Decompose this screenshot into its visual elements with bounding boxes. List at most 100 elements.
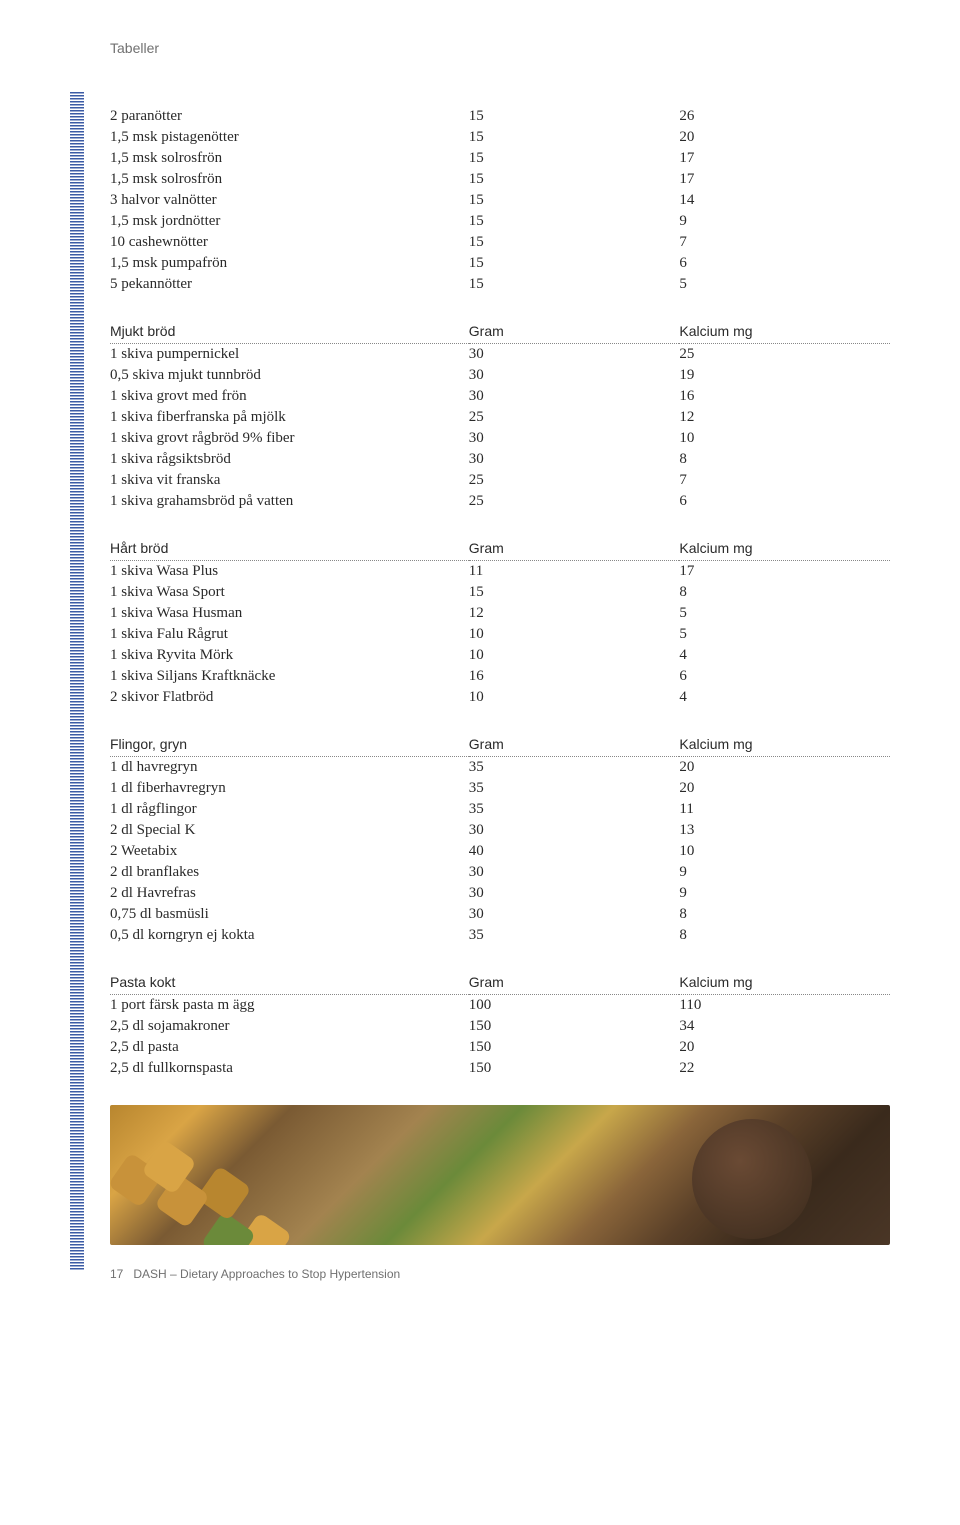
col-header-name: Flingor, gryn: [110, 734, 469, 757]
table-row: 2 Weetabix 40 10: [110, 841, 890, 862]
cell-name: 1 skiva grovt rågbröd 9% fiber: [110, 428, 469, 449]
cell-kalcium: 5: [679, 603, 890, 624]
cell-name: 2 dl Havrefras: [110, 883, 469, 904]
col-header-kalcium: Kalcium mg: [679, 734, 890, 757]
cell-name: 2 Weetabix: [110, 841, 469, 862]
cell-kalcium: 8: [679, 449, 890, 470]
col-header-name: Mjukt bröd: [110, 321, 469, 344]
cell-name: 0,5 skiva mjukt tunnbröd: [110, 365, 469, 386]
col-header-kalcium: Kalcium mg: [679, 321, 890, 344]
col-header-gram: Gram: [469, 538, 680, 561]
cell-kalcium: 8: [679, 582, 890, 603]
table-hardbread: Hårt bröd Gram Kalcium mg 1 skiva Wasa P…: [110, 538, 890, 708]
cell-gram: 30: [469, 344, 680, 366]
cell-name: 0,75 dl basmüsli: [110, 904, 469, 925]
table-row: 1 skiva fiberfranska på mjölk 25 12: [110, 407, 890, 428]
cell-gram: 15: [469, 148, 680, 169]
cell-gram: 15: [469, 211, 680, 232]
cell-name: 1 skiva grovt med frön: [110, 386, 469, 407]
table-row: 0,5 dl korngryn ej kokta 35 8: [110, 925, 890, 946]
cell-kalcium: 20: [679, 778, 890, 799]
table-row: 2,5 dl pasta 150 20: [110, 1037, 890, 1058]
table-row: 1 skiva Siljans Kraftknäcke 16 6: [110, 666, 890, 687]
cell-kalcium: 17: [679, 148, 890, 169]
cell-gram: 15: [469, 106, 680, 127]
cell-kalcium: 6: [679, 491, 890, 512]
table-row: 1 skiva pumpernickel 30 25: [110, 344, 890, 366]
cell-kalcium: 11: [679, 799, 890, 820]
cell-name: 1 skiva pumpernickel: [110, 344, 469, 366]
table-row: 1 skiva rågsiktsbröd 30 8: [110, 449, 890, 470]
cell-name: 1 dl rågflingor: [110, 799, 469, 820]
cell-gram: 30: [469, 365, 680, 386]
table-row: 1,5 msk pistagenötter 15 20: [110, 127, 890, 148]
cell-kalcium: 20: [679, 1037, 890, 1058]
cell-gram: 16: [469, 666, 680, 687]
table-nuts: 2 paranötter 15 26 1,5 msk pistagenötter…: [110, 106, 890, 295]
table-row: 2 dl Special K 30 13: [110, 820, 890, 841]
table-row: 2 dl branflakes 30 9: [110, 862, 890, 883]
cell-kalcium: 110: [679, 995, 890, 1017]
cell-kalcium: 8: [679, 925, 890, 946]
table-row: 1 skiva grahamsbröd på vatten 25 6: [110, 491, 890, 512]
table-row: 1 dl fiberhavregryn 35 20: [110, 778, 890, 799]
food-photo: [110, 1105, 890, 1245]
cell-gram: 35: [469, 778, 680, 799]
cell-kalcium: 10: [679, 428, 890, 449]
cell-kalcium: 22: [679, 1058, 890, 1079]
cell-kalcium: 5: [679, 274, 890, 295]
cell-kalcium: 12: [679, 407, 890, 428]
table-row: 1 dl rågflingor 35 11: [110, 799, 890, 820]
cell-name: 1 skiva rågsiktsbröd: [110, 449, 469, 470]
table-row: 0,5 skiva mjukt tunnbröd 30 19: [110, 365, 890, 386]
cell-name: 2,5 dl fullkornspasta: [110, 1058, 469, 1079]
cell-gram: 10: [469, 624, 680, 645]
cell-gram: 150: [469, 1037, 680, 1058]
table-row: 1 skiva Wasa Husman 12 5: [110, 603, 890, 624]
table-row: 3 halvor valnötter 15 14: [110, 190, 890, 211]
cell-name: 1 skiva Wasa Plus: [110, 561, 469, 583]
table-row: 2,5 dl sojamakroner 150 34: [110, 1016, 890, 1037]
decorative-stripe: [70, 92, 84, 1271]
cell-name: 0,5 dl korngryn ej kokta: [110, 925, 469, 946]
cell-name: 2,5 dl pasta: [110, 1037, 469, 1058]
cell-gram: 15: [469, 169, 680, 190]
table-row: 2 paranötter 15 26: [110, 106, 890, 127]
table-row: 10 cashewnötter 15 7: [110, 232, 890, 253]
cell-kalcium: 7: [679, 470, 890, 491]
table-row: 1,5 msk solrosfrön 15 17: [110, 148, 890, 169]
cell-gram: 30: [469, 386, 680, 407]
cell-name: 1,5 msk pumpafrön: [110, 253, 469, 274]
cell-gram: 100: [469, 995, 680, 1017]
cell-gram: 15: [469, 127, 680, 148]
cell-gram: 35: [469, 799, 680, 820]
cell-name: 1 skiva Siljans Kraftknäcke: [110, 666, 469, 687]
cell-kalcium: 17: [679, 169, 890, 190]
footer-text: DASH – Dietary Approaches to Stop Hypert…: [133, 1267, 400, 1281]
table-row: 1 skiva vit franska 25 7: [110, 470, 890, 491]
cell-kalcium: 9: [679, 862, 890, 883]
cell-gram: 10: [469, 687, 680, 708]
cell-kalcium: 9: [679, 883, 890, 904]
cell-kalcium: 20: [679, 127, 890, 148]
table-cereals: Flingor, gryn Gram Kalcium mg 1 dl havre…: [110, 734, 890, 946]
cell-gram: 35: [469, 757, 680, 779]
cell-kalcium: 34: [679, 1016, 890, 1037]
table-row: 1 port färsk pasta m ägg 100 110: [110, 995, 890, 1017]
col-header-gram: Gram: [469, 972, 680, 995]
col-header-kalcium: Kalcium mg: [679, 972, 890, 995]
cell-name: 10 cashewnötter: [110, 232, 469, 253]
cell-name: 5 pekannötter: [110, 274, 469, 295]
cell-name: 2 skivor Flatbröd: [110, 687, 469, 708]
cell-name: 1,5 msk solrosfrön: [110, 169, 469, 190]
cell-kalcium: 10: [679, 841, 890, 862]
table-row: 1,5 msk solrosfrön 15 17: [110, 169, 890, 190]
cell-kalcium: 26: [679, 106, 890, 127]
cell-name: 1 skiva fiberfranska på mjölk: [110, 407, 469, 428]
table-row: 5 pekannötter 15 5: [110, 274, 890, 295]
cell-name: 1,5 msk pistagenötter: [110, 127, 469, 148]
cell-kalcium: 4: [679, 645, 890, 666]
cell-kalcium: 16: [679, 386, 890, 407]
cell-name: 1 skiva Falu Rågrut: [110, 624, 469, 645]
cell-gram: 15: [469, 232, 680, 253]
